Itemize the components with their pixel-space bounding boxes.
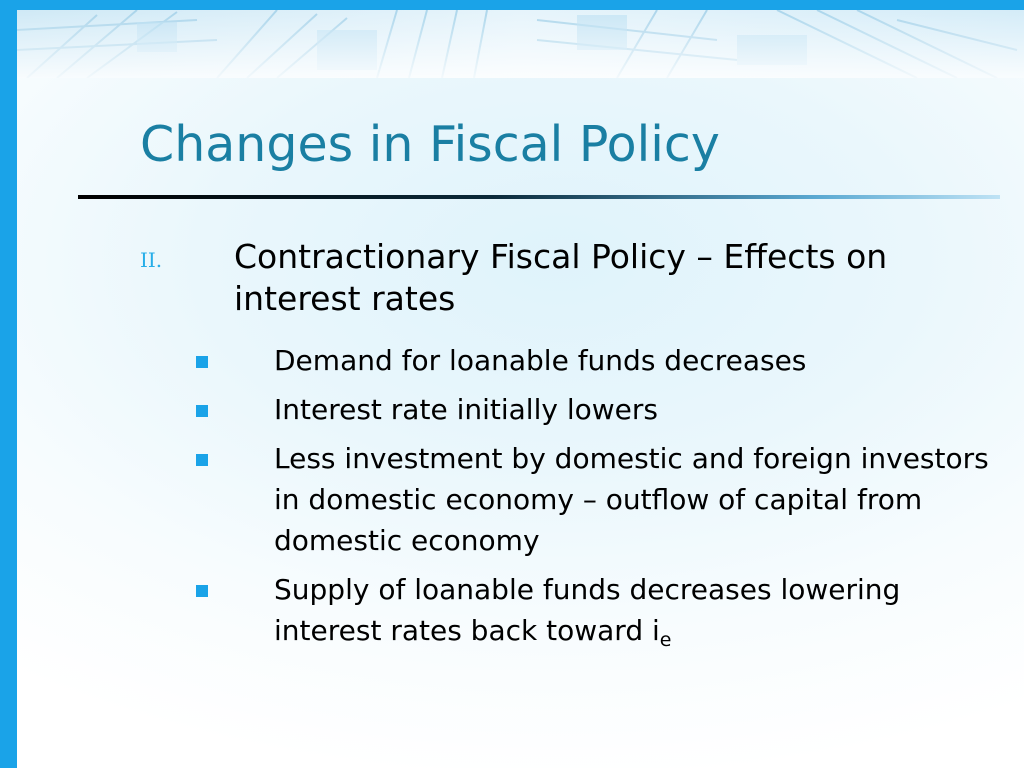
list-item: Demand for loanable funds decreases <box>196 340 1006 381</box>
bullet-text: Supply of loanable funds decreases lower… <box>274 573 901 647</box>
square-bullet-icon <box>196 454 208 466</box>
square-bullet-icon <box>196 405 208 417</box>
bullet-text: Interest rate initially lowers <box>274 393 658 426</box>
list-item: Interest rate initially lowers <box>196 389 1006 430</box>
square-bullet-icon <box>196 585 208 597</box>
header-decoration-image <box>17 10 1024 78</box>
subscript-text: e <box>659 629 672 651</box>
roman-numeral-marker: II. <box>140 248 163 272</box>
left-accent-bar <box>0 0 17 768</box>
square-bullet-icon <box>196 356 208 368</box>
title-underline <box>78 195 1000 199</box>
sub-bullet-list: Demand for loanable funds decreases Inte… <box>196 340 1006 659</box>
bullet-text-with-subscript: Supply of loanable funds decreases lower… <box>274 569 1004 651</box>
list-item: Supply of loanable funds decreases lower… <box>196 569 1006 651</box>
slide-title: Changes in Fiscal Policy <box>140 116 720 173</box>
main-point-text: Contractionary Fiscal Policy – Effects o… <box>234 237 888 318</box>
list-item: Less investment by domestic and foreign … <box>196 438 1006 561</box>
top-accent-bar <box>0 0 1024 10</box>
bullet-text: Less investment by domestic and foreign … <box>274 442 989 557</box>
bullet-text: Demand for loanable funds decreases <box>274 344 807 377</box>
